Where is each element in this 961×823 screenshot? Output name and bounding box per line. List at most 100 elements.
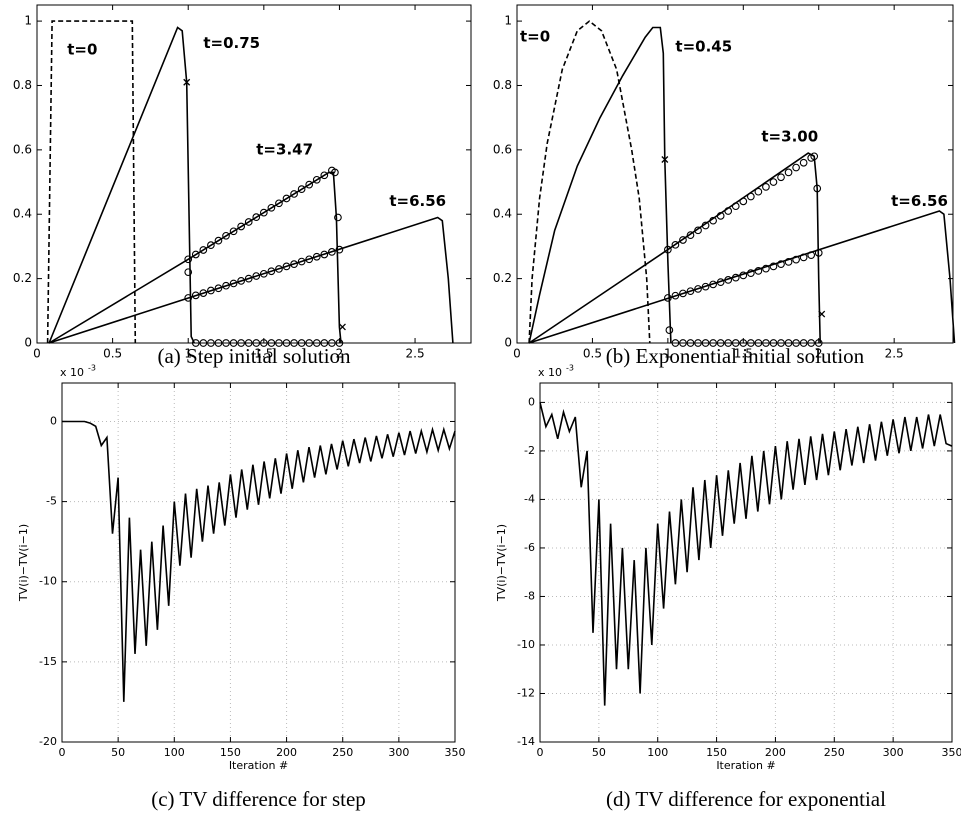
- marker-circle: [328, 248, 336, 256]
- x-tick-label: 350: [942, 746, 961, 759]
- data-line: [48, 26, 196, 344]
- marker-circle: [297, 257, 306, 266]
- marker-circle: [222, 231, 230, 240]
- marker-x: [661, 156, 669, 163]
- marker-circle: [275, 265, 283, 273]
- y-tick-label: -4: [524, 492, 535, 505]
- x-tick-label: 0: [537, 746, 544, 759]
- annotation: t=0.45: [675, 37, 732, 55]
- x-tick-label: 1.5: [254, 347, 273, 361]
- annotation: t=3.47: [256, 140, 313, 158]
- marker-circle: [731, 202, 740, 211]
- caption: (a) Step initial solution: [157, 344, 351, 368]
- annotation: t=0: [520, 28, 550, 46]
- marker-circle: [199, 246, 208, 254]
- marker-circle: [769, 178, 778, 186]
- x-tick-label: 200: [276, 746, 297, 759]
- marker-circle: [679, 236, 687, 244]
- x-tick-label: 100: [647, 746, 668, 759]
- marker-circle: [331, 168, 339, 177]
- marker-circle: [739, 271, 748, 280]
- marker-circle: [320, 171, 329, 180]
- marker-circle: [275, 199, 283, 208]
- y-tick-label: 0: [50, 414, 57, 427]
- marker-circle: [777, 260, 785, 268]
- marker-circle: [701, 221, 710, 230]
- marker-circle: [199, 289, 208, 297]
- x-axis-label: Iteration #: [716, 759, 775, 772]
- marker-circle: [792, 163, 800, 172]
- y-offset-exponent: -3: [88, 364, 96, 373]
- y-tick-label: -15: [39, 655, 57, 668]
- y-tick-label: -10: [39, 575, 57, 588]
- y-tick-label: 0.8: [493, 78, 512, 92]
- x-tick-label: 100: [164, 746, 185, 759]
- marker-circle: [305, 255, 314, 264]
- x-tick-label: 0: [33, 347, 41, 361]
- marker-x: [183, 78, 191, 86]
- marker-circle: [664, 294, 672, 302]
- y-tick-label: 0.2: [13, 271, 32, 285]
- data-line: [528, 20, 651, 344]
- marker-circle: [237, 222, 245, 231]
- x-tick-label: 0.5: [103, 347, 122, 361]
- y-tick-label: 1: [24, 14, 32, 28]
- axes-box: [516, 4, 954, 344]
- y-tick-label: -10: [517, 638, 535, 651]
- x-tick-label: 0: [59, 746, 66, 759]
- axes-box: [61, 382, 456, 743]
- marker-circle: [335, 245, 344, 254]
- y-tick-label: 0.6: [13, 142, 32, 156]
- marker-circle: [290, 190, 298, 198]
- x-tick-label: 2.5: [406, 347, 425, 361]
- marker-circle: [184, 294, 193, 302]
- annotation: t=0: [67, 41, 97, 59]
- data-line: [46, 20, 137, 344]
- x-tick-label: 300: [883, 746, 904, 759]
- x-tick-label: 150: [706, 746, 727, 759]
- marker-circle: [244, 274, 253, 283]
- marker-circle: [724, 207, 733, 215]
- y-tick-label: 0.4: [13, 207, 32, 221]
- marker-circle: [259, 269, 268, 278]
- y-tick-label: 1: [504, 14, 512, 28]
- y-tick-label: -12: [517, 686, 535, 699]
- x-tick-label: 1.5: [734, 347, 753, 361]
- x-tick-label: 2: [336, 347, 344, 361]
- x-tick-label: 2.5: [885, 347, 904, 361]
- marker-circle: [784, 168, 793, 177]
- marker-circle: [769, 262, 778, 271]
- axes-box: [539, 382, 953, 743]
- x-tick-label: 2: [815, 347, 823, 361]
- marker-circle: [671, 291, 680, 300]
- y-axis-label: TV(i)−TV(i−1): [495, 524, 508, 602]
- marker-circle: [222, 281, 230, 290]
- marker-circle: [214, 236, 223, 245]
- y-tick-label: 0: [24, 336, 32, 350]
- x-tick-label: 50: [592, 746, 606, 759]
- marker-circle: [777, 173, 785, 182]
- x-tick-label: 250: [332, 746, 353, 759]
- x-tick-label: 300: [388, 746, 409, 759]
- marker-circle: [207, 241, 215, 249]
- marker-circle: [807, 251, 816, 259]
- y-tick-label: -5: [46, 495, 57, 508]
- x-tick-label: 0.5: [583, 347, 602, 361]
- y-tick-label: -14: [517, 735, 535, 748]
- marker-circle: [312, 175, 321, 184]
- marker-circle: [184, 255, 193, 264]
- data-line: [539, 402, 953, 706]
- y-offset-label: x 10: [538, 366, 562, 379]
- annotation: t=6.56: [389, 192, 446, 210]
- marker-circle: [229, 227, 238, 236]
- y-tick-label: 0.6: [493, 142, 512, 156]
- marker-circle: [792, 255, 800, 264]
- marker-circle: [229, 279, 238, 288]
- x-tick-label: 1: [184, 347, 192, 361]
- y-offset-label: x 10: [60, 366, 84, 379]
- marker-circle: [813, 184, 822, 193]
- marker-circle: [290, 260, 298, 268]
- marker-circle: [282, 262, 291, 271]
